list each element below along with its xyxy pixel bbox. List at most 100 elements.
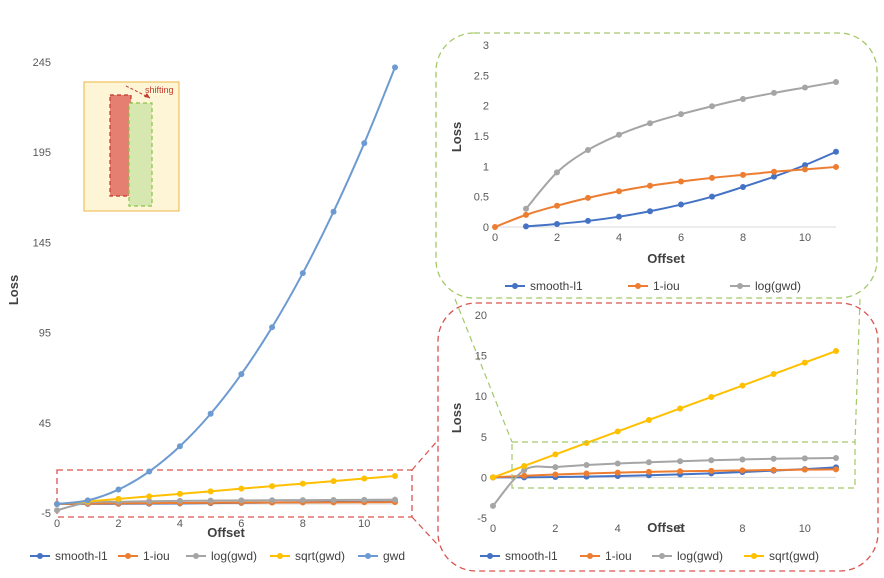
data-point xyxy=(54,507,60,514)
legend-item: sqrt(gwd) xyxy=(270,549,345,563)
data-point xyxy=(521,462,528,469)
data-point xyxy=(802,162,808,169)
legend-item: smooth-l1 xyxy=(480,549,558,563)
y-tick-label: 2.5 xyxy=(474,70,489,82)
data-point xyxy=(645,468,652,475)
x-tick-label: 10 xyxy=(358,518,370,530)
y-tick-label: 0 xyxy=(483,222,489,234)
data-point xyxy=(740,183,746,190)
data-point xyxy=(361,140,368,147)
x-tick-label: 6 xyxy=(678,232,684,244)
legend-marker xyxy=(125,553,131,559)
zoom-bottom-frame xyxy=(437,302,879,572)
legend-marker xyxy=(365,553,371,559)
data-point xyxy=(552,471,559,478)
data-point xyxy=(770,371,777,378)
data-point xyxy=(708,394,715,401)
callout-frames xyxy=(56,32,879,572)
data-point xyxy=(176,497,183,504)
data-point xyxy=(677,458,684,465)
zoom-bottom-highlight-box xyxy=(511,441,856,489)
y-tick-label: 1 xyxy=(483,161,489,173)
series-iou xyxy=(490,466,839,481)
data-point xyxy=(392,64,398,71)
x-axis-title: Offset xyxy=(647,520,685,535)
y-tick-label: 10 xyxy=(475,391,487,403)
data-point xyxy=(614,469,621,476)
y-tick-label: 2 xyxy=(483,101,489,113)
data-point xyxy=(802,84,808,91)
data-point xyxy=(585,146,591,153)
data-point xyxy=(677,405,684,412)
data-point xyxy=(645,416,652,423)
series-gwd_log xyxy=(523,79,839,212)
data-point xyxy=(614,428,621,435)
data-point xyxy=(521,467,528,474)
legend-item: 1-iou xyxy=(628,279,680,293)
data-point xyxy=(492,224,498,230)
data-point xyxy=(833,163,839,170)
data-point xyxy=(269,324,276,331)
legend-marker xyxy=(277,553,283,559)
legend-label: gwd xyxy=(383,549,405,563)
data-point xyxy=(616,188,622,195)
y-tick-label: 1.5 xyxy=(474,131,489,143)
data-point xyxy=(771,168,777,175)
legend-label: smooth-l1 xyxy=(530,279,583,293)
series-gwd xyxy=(54,64,398,507)
data-point xyxy=(392,473,398,480)
data-point xyxy=(392,496,398,503)
data-point xyxy=(739,456,746,463)
data-point xyxy=(330,496,337,503)
data-point xyxy=(740,95,746,102)
legend-marker xyxy=(193,553,199,559)
data-point xyxy=(833,148,839,155)
data-point xyxy=(645,459,652,466)
series-smooth_l1 xyxy=(523,148,839,230)
legend-item: smooth-l1 xyxy=(30,549,108,563)
data-point xyxy=(770,455,777,462)
y-axis-title: Loss xyxy=(449,403,464,433)
legend: smooth-l1 1-iou log(gwd) sqrt(gwd) gwd xyxy=(30,549,405,563)
data-point xyxy=(490,502,496,509)
y-tick-label: -5 xyxy=(41,508,51,520)
data-point xyxy=(583,462,590,469)
legend-marker xyxy=(659,553,665,559)
data-point xyxy=(709,193,715,200)
data-point xyxy=(554,202,560,209)
data-point xyxy=(678,178,684,185)
data-point xyxy=(523,211,529,218)
series-line xyxy=(494,165,837,228)
data-point xyxy=(146,493,153,500)
x-tick-label: 6 xyxy=(677,523,683,535)
legend-item: 1-iou xyxy=(118,549,170,563)
data-point xyxy=(647,120,653,127)
shifting-label: shifting xyxy=(145,85,174,95)
y-tick-label: 0 xyxy=(481,472,487,484)
connector-line xyxy=(854,298,861,443)
y-tick-label: 0.5 xyxy=(474,192,489,204)
legend-label: log(gwd) xyxy=(755,279,801,293)
data-point xyxy=(833,454,839,461)
legend-item: log(gwd) xyxy=(652,549,723,563)
data-point xyxy=(54,500,60,507)
legend-label: sqrt(gwd) xyxy=(295,549,345,563)
data-point xyxy=(490,474,496,481)
data-point xyxy=(770,467,777,474)
data-point xyxy=(361,496,368,503)
x-axis-title: Offset xyxy=(647,251,685,266)
data-point xyxy=(115,486,122,493)
data-point xyxy=(833,79,839,86)
main-highlight-box xyxy=(56,469,413,518)
y-tick-label: 15 xyxy=(475,351,487,363)
legend-marker xyxy=(487,553,493,559)
data-point xyxy=(299,480,306,487)
y-axis-title: Loss xyxy=(6,275,21,305)
data-point xyxy=(207,497,214,504)
data-point xyxy=(361,475,368,482)
data-point xyxy=(523,205,529,212)
legend-marker xyxy=(737,283,743,289)
data-point xyxy=(176,443,183,450)
legend-label: sqrt(gwd) xyxy=(769,549,819,563)
x-tick-label: 8 xyxy=(739,523,745,535)
